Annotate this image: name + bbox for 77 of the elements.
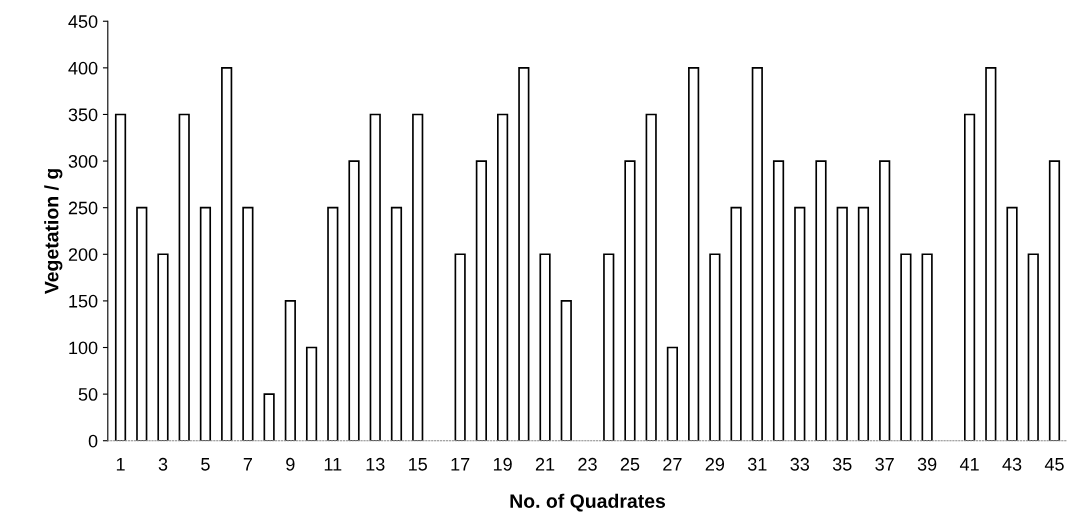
x-tick-label: 19 [493, 457, 512, 471]
bar [136, 206, 148, 441]
bar [815, 160, 827, 441]
bar [645, 113, 657, 441]
bar [624, 160, 636, 441]
bar [348, 160, 360, 441]
x-tick-label: 45 [1044, 458, 1064, 471]
bar [221, 67, 233, 441]
bar [1048, 160, 1061, 441]
bar [178, 113, 190, 441]
bar [857, 206, 870, 441]
bar [114, 113, 127, 441]
bar [305, 346, 318, 441]
bar [1006, 206, 1018, 441]
x-tick-label: 13 [366, 457, 385, 471]
bar [539, 253, 551, 441]
x-tick-label: 11 [324, 458, 342, 471]
x-tick-label: 17 [451, 458, 470, 471]
bar [475, 160, 487, 441]
bar [242, 206, 254, 441]
bar [263, 393, 275, 441]
bar [879, 160, 891, 441]
x-tick-label: 9 [286, 457, 295, 471]
bar [327, 206, 339, 441]
bar [921, 253, 933, 441]
x-tick-label: 29 [705, 457, 725, 471]
x-tick-label: 23 [578, 457, 597, 471]
bar [963, 113, 976, 441]
y-tick-label: 350 [68, 108, 98, 122]
bar [496, 113, 509, 441]
x-tick-label: 39 [917, 457, 937, 471]
bar [1027, 253, 1039, 441]
x-tick-label: 5 [201, 458, 210, 471]
x-tick-label: 3 [158, 457, 168, 471]
bar [157, 253, 169, 441]
y-tick-label: 100 [69, 341, 98, 355]
bar [730, 206, 742, 441]
bar [836, 206, 848, 441]
bar [454, 253, 466, 441]
x-tick-label: 35 [832, 457, 852, 471]
x-axis-title: No. of Quadrates [510, 493, 666, 512]
bar [603, 253, 615, 441]
x-tick-label: 31 [747, 457, 767, 471]
x-tick-label: 37 [875, 457, 894, 471]
x-tick-label: 27 [663, 457, 682, 471]
x-tick-label: 43 [1002, 457, 1022, 471]
x-tick-label: 21 [535, 457, 555, 471]
bar [199, 206, 212, 441]
y-tick-label: 50 [78, 388, 98, 401]
bar [751, 67, 763, 441]
y-tick-label: 0 [88, 434, 98, 448]
bar [284, 300, 296, 441]
bar [560, 300, 572, 441]
y-tick-label: 450 [68, 15, 98, 28]
x-tick-label: 15 [409, 458, 427, 471]
y-tick-label: 300 [68, 155, 98, 168]
y-axis-title: Vegetation / g [44, 169, 63, 295]
bar [985, 67, 997, 441]
bar [412, 113, 424, 441]
bar [900, 253, 912, 441]
x-tick-label: 1 [116, 458, 125, 471]
x-tick-label: 33 [790, 457, 810, 471]
x-tick-label: 41 [959, 458, 979, 471]
bar [772, 160, 785, 441]
y-tick-label: 250 [68, 201, 98, 215]
bar [794, 206, 806, 441]
y-tick-label: 150 [69, 294, 98, 308]
y-tick-label: 400 [68, 61, 98, 75]
bar [688, 67, 700, 441]
bar [518, 67, 530, 441]
bar [666, 346, 679, 441]
x-tick-label: 25 [620, 457, 640, 471]
bar [369, 113, 381, 441]
bar [709, 253, 721, 441]
x-tick-label: 7 [243, 458, 253, 471]
y-tick-label: 200 [68, 248, 98, 262]
bar [390, 206, 403, 441]
